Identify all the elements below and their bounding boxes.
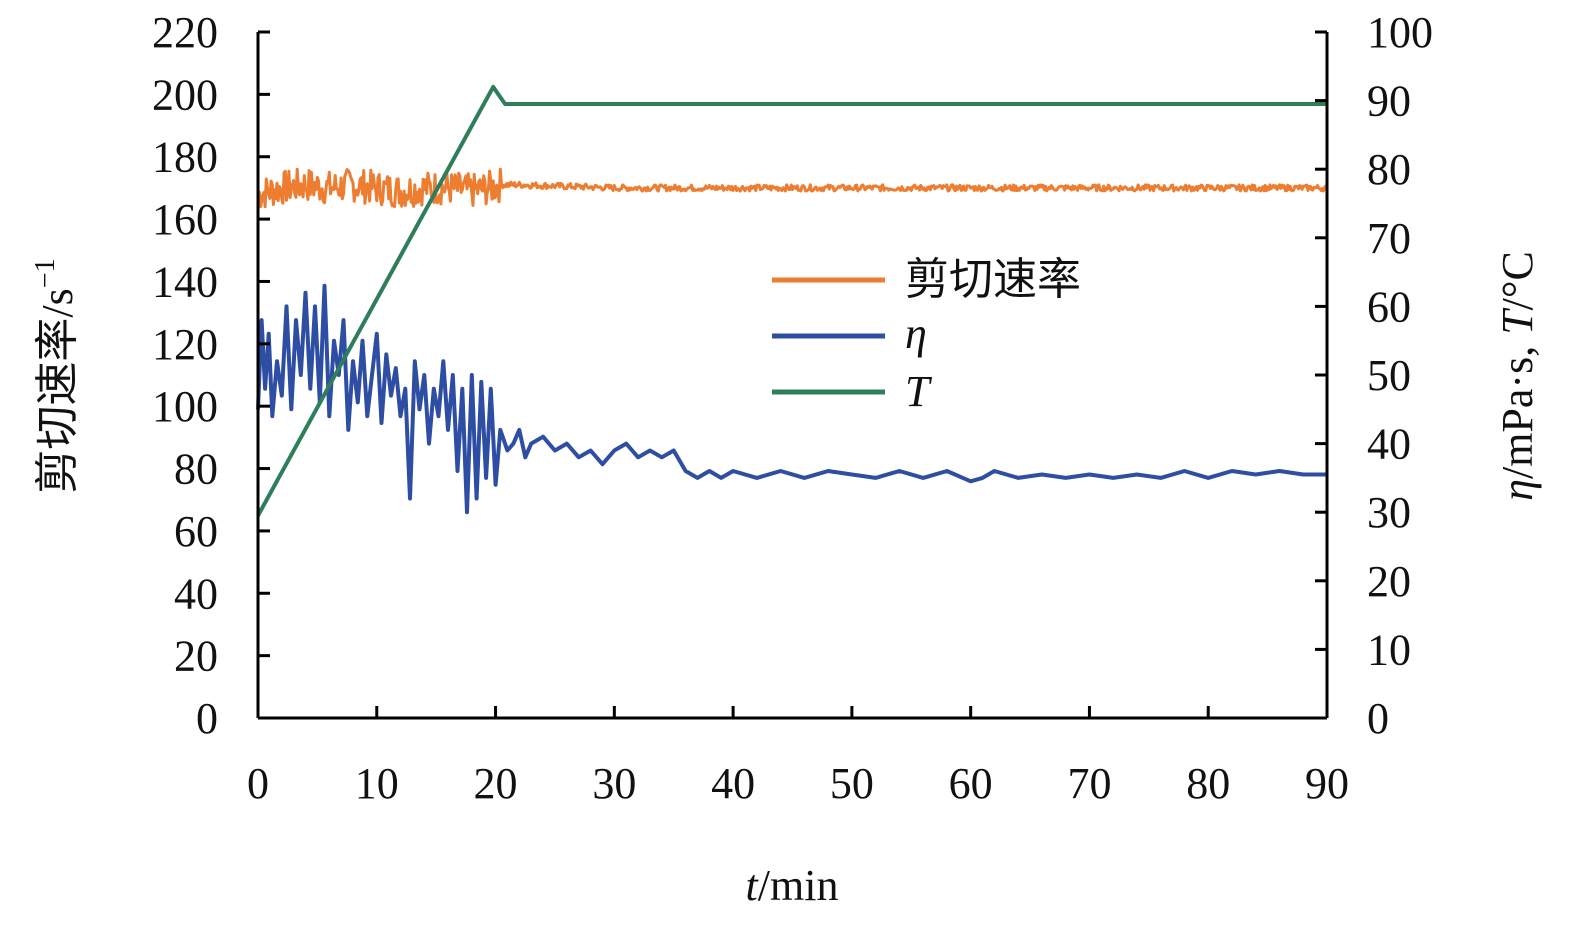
y-left-tick-label: 60 bbox=[174, 507, 218, 556]
y-left-tick-label: 120 bbox=[152, 320, 218, 369]
y-left-tick-label: 100 bbox=[152, 382, 218, 431]
series-eta-line bbox=[256, 283, 1327, 515]
series-shear-rate-line bbox=[256, 167, 1328, 209]
x-tick-label: 10 bbox=[355, 759, 399, 808]
y-left-tick-label: 180 bbox=[152, 133, 218, 182]
x-tick-label: 90 bbox=[1305, 759, 1349, 808]
legend-label-t: T bbox=[905, 367, 933, 416]
y-left-axis-title: 剪切速率/s−1 bbox=[30, 258, 82, 493]
x-tick-label: 70 bbox=[1067, 759, 1111, 808]
x-tick-label: 40 bbox=[711, 759, 755, 808]
y-right-tick-label: 50 bbox=[1367, 351, 1411, 400]
y-right-tick-label: 70 bbox=[1367, 214, 1411, 263]
legend-label-shear-rate: 剪切速率 bbox=[905, 255, 1081, 304]
y-left-tick-label: 160 bbox=[152, 195, 218, 244]
y-right-tick-label: 20 bbox=[1367, 557, 1411, 606]
y-right-tick-label: 90 bbox=[1367, 77, 1411, 126]
y-right-axis-title: η/mPa·s, T/°C bbox=[1493, 251, 1542, 501]
y-left-tick-label: 0 bbox=[196, 694, 218, 743]
x-tick-label: 30 bbox=[592, 759, 636, 808]
series-layer bbox=[256, 84, 1328, 517]
x-tick-label: 60 bbox=[949, 759, 993, 808]
y-left-tick-label: 140 bbox=[152, 257, 218, 306]
series-t-line bbox=[256, 84, 1327, 517]
x-axis-title: t/min bbox=[746, 861, 839, 910]
x-tick-label: 80 bbox=[1186, 759, 1230, 808]
y-right-tick-label: 60 bbox=[1367, 282, 1411, 331]
y-left-tick-label: 20 bbox=[174, 632, 218, 681]
y-right-tick-label: 80 bbox=[1367, 145, 1411, 194]
y-left-tick-label: 80 bbox=[174, 445, 218, 494]
x-tick-label: 50 bbox=[830, 759, 874, 808]
x-tick-label: 0 bbox=[247, 759, 269, 808]
y-left-tick-label: 40 bbox=[174, 569, 218, 618]
y-right-tick-label: 40 bbox=[1367, 420, 1411, 469]
x-tick-label: 20 bbox=[474, 759, 518, 808]
y-right-tick-label: 100 bbox=[1367, 8, 1433, 57]
legend: 剪切速率 η T bbox=[772, 255, 1081, 416]
y-left-tick-label: 220 bbox=[152, 8, 218, 57]
y-left-tick-label: 200 bbox=[152, 70, 218, 119]
axes: 0 10 20 30 40 50 60 70 80 90020406080100120140160… bbox=[152, 8, 1433, 808]
y-right-tick-label: 0 bbox=[1367, 694, 1389, 743]
y-right-tick-label: 10 bbox=[1367, 625, 1411, 674]
legend-label-eta: η bbox=[905, 309, 927, 358]
y-right-tick-label: 30 bbox=[1367, 488, 1411, 537]
